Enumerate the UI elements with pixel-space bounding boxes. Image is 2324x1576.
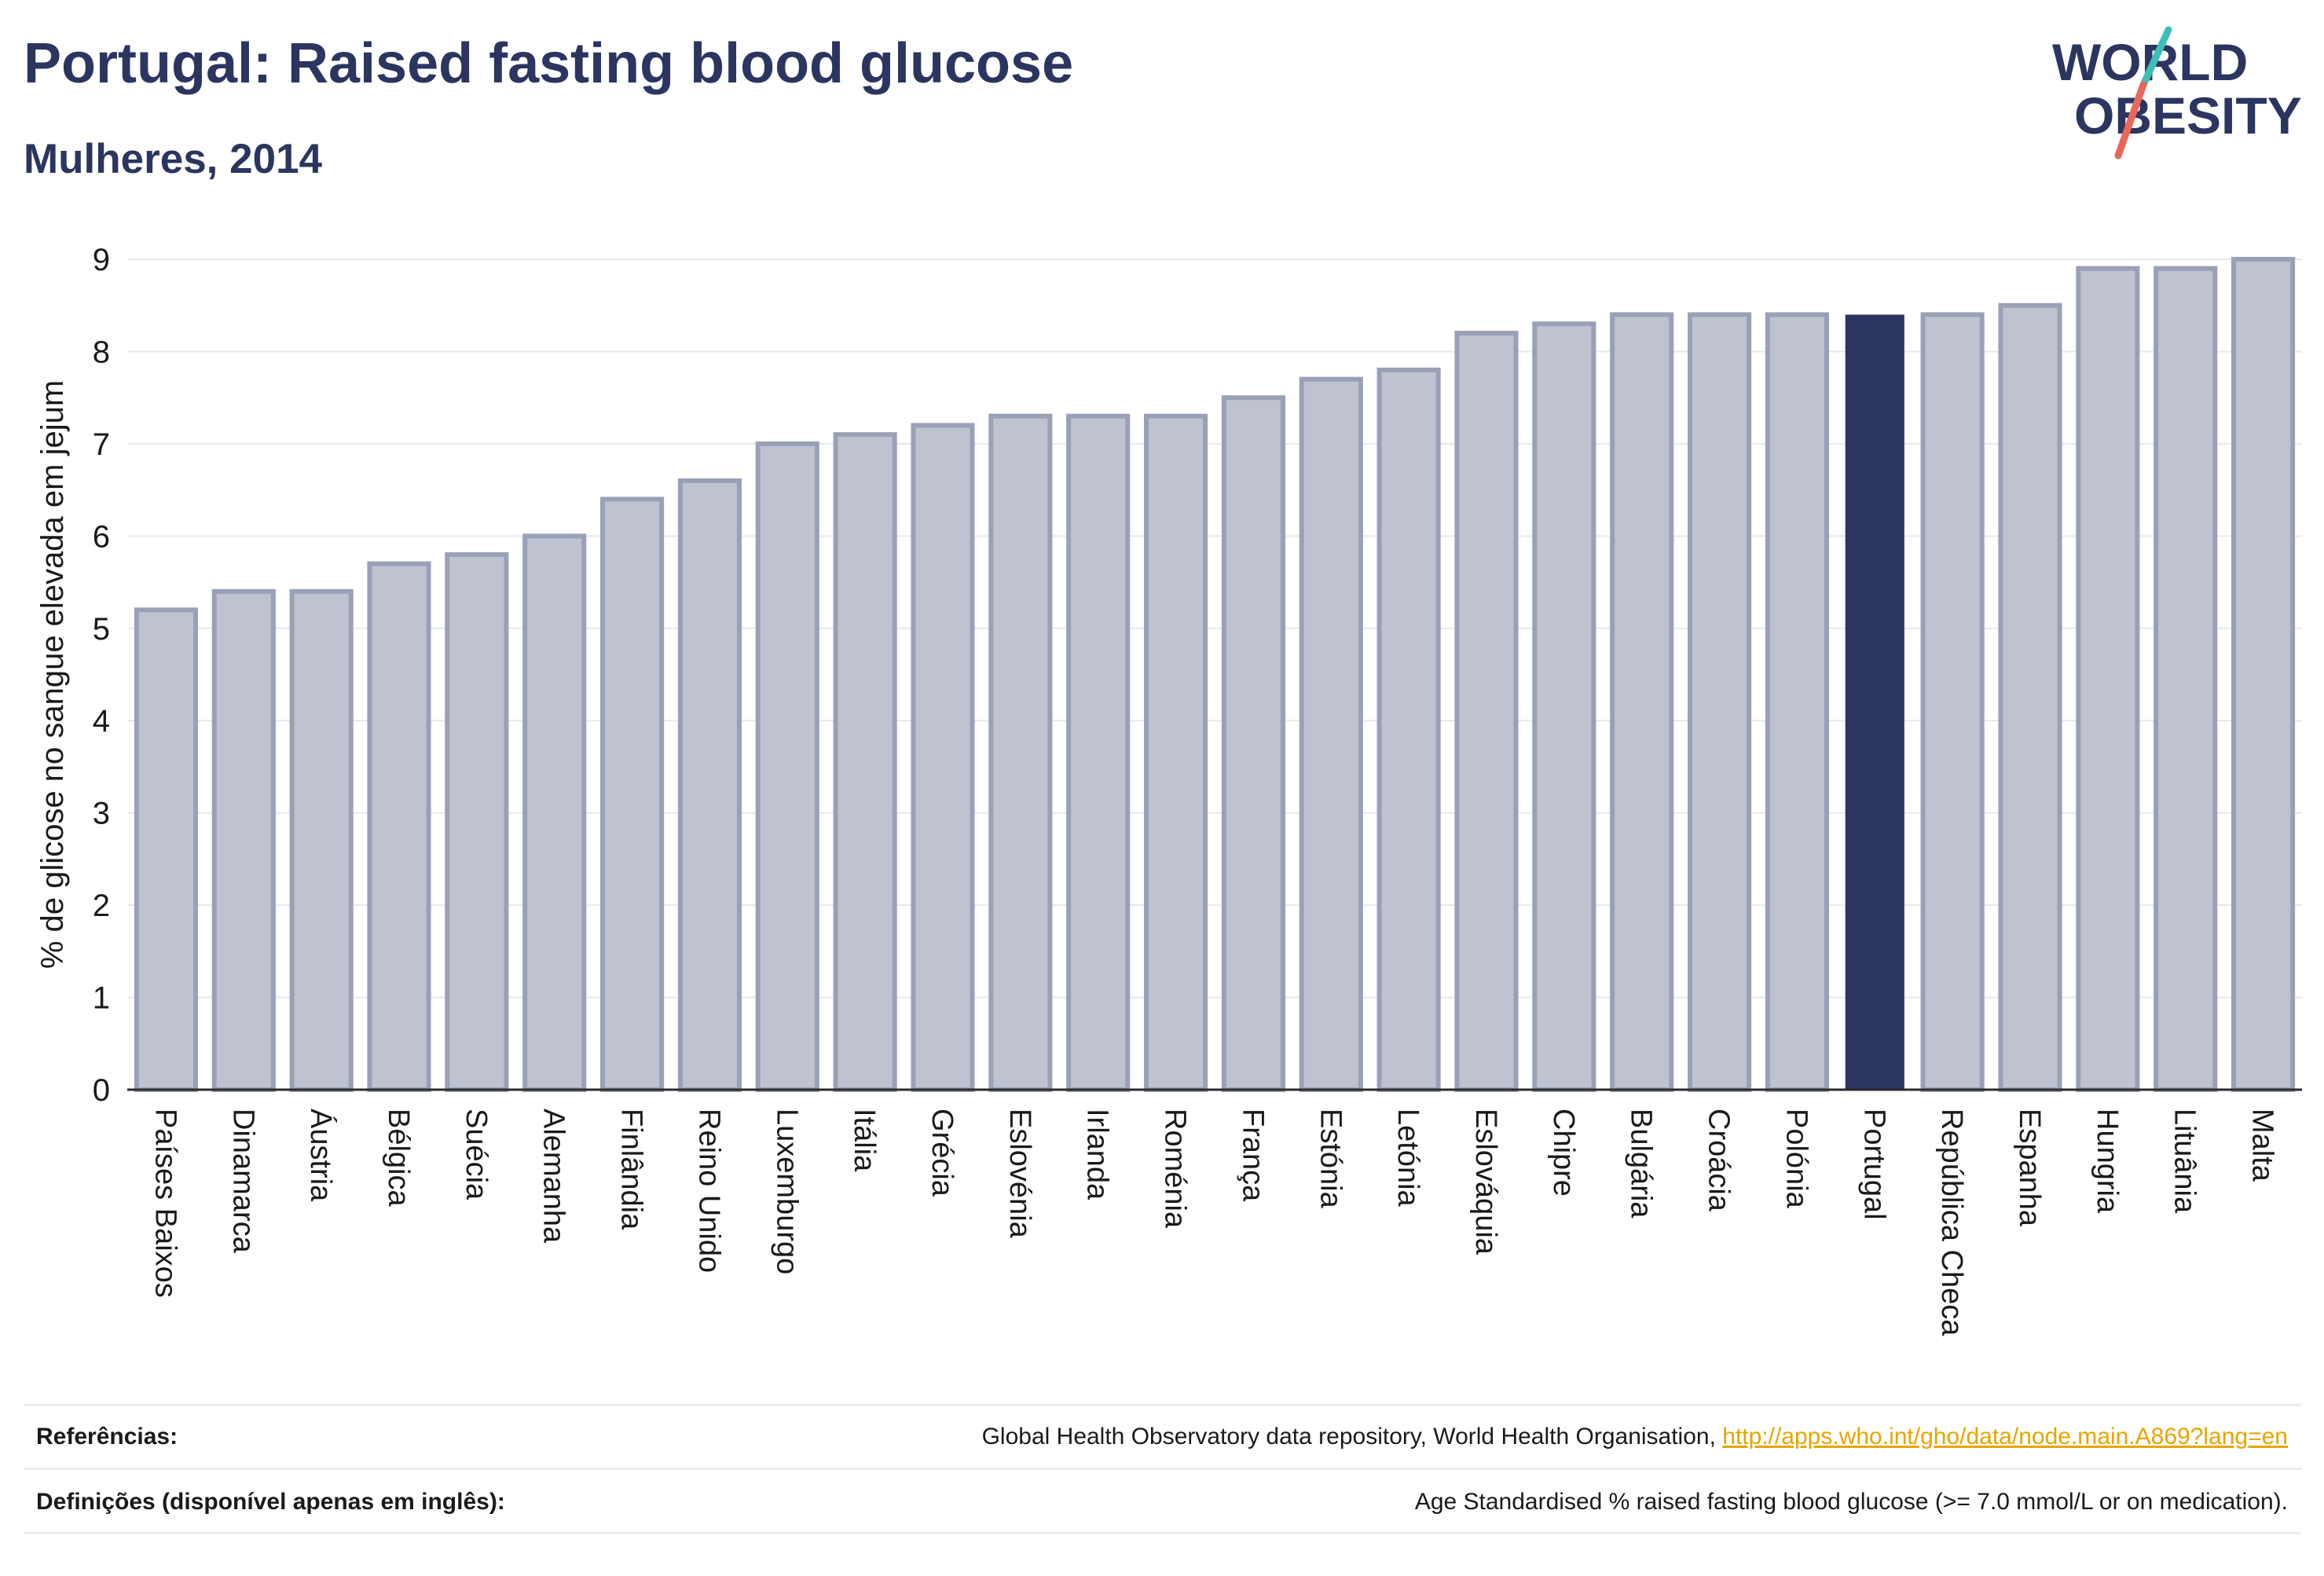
y-tick-label: 9 <box>93 243 110 277</box>
bar <box>1998 302 2062 1092</box>
footer-divider-top <box>24 1404 2302 1406</box>
bar <box>1454 330 1519 1092</box>
x-tick-label: Finlândia <box>615 1109 648 1230</box>
references-label: Referências: <box>36 1424 178 1450</box>
definitions-label: Definições (disponível apenas em inglês)… <box>36 1489 505 1515</box>
x-tick-label: Países Baixos <box>148 1109 181 1298</box>
bar <box>2231 257 2296 1092</box>
x-tick-label: Portugal <box>1857 1109 1890 1220</box>
x-tick-label: Roménia <box>1159 1109 1192 1229</box>
logo-text-obesity: OBESITY <box>2074 86 2302 145</box>
bar <box>211 588 276 1092</box>
x-tick-label: França <box>1236 1109 1269 1202</box>
y-tick-label: 2 <box>93 889 110 923</box>
bar <box>445 552 509 1092</box>
x-tick-label: Chipre <box>1547 1109 1580 1197</box>
bar <box>289 588 354 1092</box>
world-obesity-logo: WORLD OBESITY <box>2052 26 2302 159</box>
axes: 0 1 2 3 4 5 6 7 8 9 Países Baixos Dinamarca Áustria B… <box>93 243 2302 1336</box>
x-tick-label: Bélgica <box>382 1109 415 1207</box>
x-tick-label: Bulgária <box>1625 1109 1658 1219</box>
bar <box>600 497 665 1092</box>
y-tick-label: 4 <box>93 704 110 739</box>
x-tick-label: Eslovénia <box>1003 1109 1036 1239</box>
bar <box>1920 312 1985 1092</box>
bar <box>677 478 742 1092</box>
bar <box>2154 266 2218 1093</box>
references-text: Global Health Observatory data repositor… <box>981 1424 1723 1450</box>
x-tick-label: Eslováquia <box>1469 1109 1502 1255</box>
bar <box>1688 312 1752 1092</box>
bar <box>755 441 819 1092</box>
chart-subtitle: Mulheres, 2014 <box>24 136 323 182</box>
x-tick-label: Alemanha <box>537 1109 570 1244</box>
y-tick-label: 1 <box>93 981 110 1016</box>
x-tick-label: Dinamarca <box>226 1109 259 1254</box>
x-tick-label: Croácia <box>1703 1109 1736 1212</box>
references-link[interactable]: http://apps.who.int/gho/data/node.main.A… <box>1722 1424 2288 1450</box>
bar <box>1376 367 1441 1092</box>
y-tick-label: 6 <box>93 519 110 554</box>
chart-title: Portugal: Raised fasting blood glucose <box>24 32 1074 95</box>
bar <box>911 423 975 1092</box>
x-tick-label: Áustria <box>304 1109 338 1202</box>
footer-divider-bottom <box>24 1532 2302 1534</box>
y-tick-label: 5 <box>93 612 110 647</box>
bar <box>1299 376 1363 1092</box>
y-tick-label: 7 <box>93 427 110 462</box>
x-tick-label: Itália <box>848 1109 881 1172</box>
y-tick-label: 8 <box>93 335 110 369</box>
bar <box>2076 266 2140 1093</box>
x-tick-label: Letónia <box>1391 1109 1424 1208</box>
definitions-value: Age Standardised % raised fasting blood … <box>1414 1489 2288 1515</box>
bar <box>833 432 897 1092</box>
bar <box>1765 312 1829 1092</box>
x-tick-label: Irlanda <box>1081 1109 1114 1200</box>
bar <box>367 561 431 1092</box>
bar-highlight <box>1845 314 1904 1090</box>
bars <box>134 257 2296 1093</box>
bar <box>988 413 1053 1092</box>
x-tick-label: Lituânia <box>2168 1109 2201 1214</box>
x-tick-label: Grécia <box>926 1109 959 1197</box>
x-tick-label: República Checa <box>1935 1109 1968 1336</box>
footer-divider-middle <box>24 1468 2302 1470</box>
bar <box>522 533 587 1092</box>
bar <box>1221 395 1285 1092</box>
y-tick-label: 0 <box>93 1073 110 1108</box>
x-tick-label: Espanha <box>2013 1109 2046 1227</box>
bar <box>1066 413 1131 1092</box>
references-value: Global Health Observatory data repositor… <box>982 1424 2288 1450</box>
bar <box>134 607 198 1092</box>
x-tick-label: Hungria <box>2091 1109 2124 1214</box>
x-tick-label: Reino Unido <box>692 1109 725 1273</box>
bar-chart: 0 1 2 3 4 5 6 7 8 9 Países Baixos Dinamarca Áustria B… <box>35 243 2302 1336</box>
bar <box>1532 321 1596 1092</box>
bar <box>1144 413 1208 1092</box>
x-tick-label: Estónia <box>1314 1109 1347 1209</box>
bar <box>1610 312 1674 1092</box>
x-tick-label: Malta <box>2246 1109 2279 1182</box>
x-tick-label: Luxemburgo <box>770 1109 803 1274</box>
x-tick-label: Polónia <box>1780 1109 1813 1209</box>
y-axis-label: % de glicose no sangue elevada em jejum <box>35 380 70 969</box>
y-tick-label: 3 <box>93 797 110 831</box>
logo-slash-top <box>2139 26 2172 89</box>
x-tick-label: Suécia <box>460 1109 493 1200</box>
logo-slash-bottom <box>2114 81 2147 159</box>
